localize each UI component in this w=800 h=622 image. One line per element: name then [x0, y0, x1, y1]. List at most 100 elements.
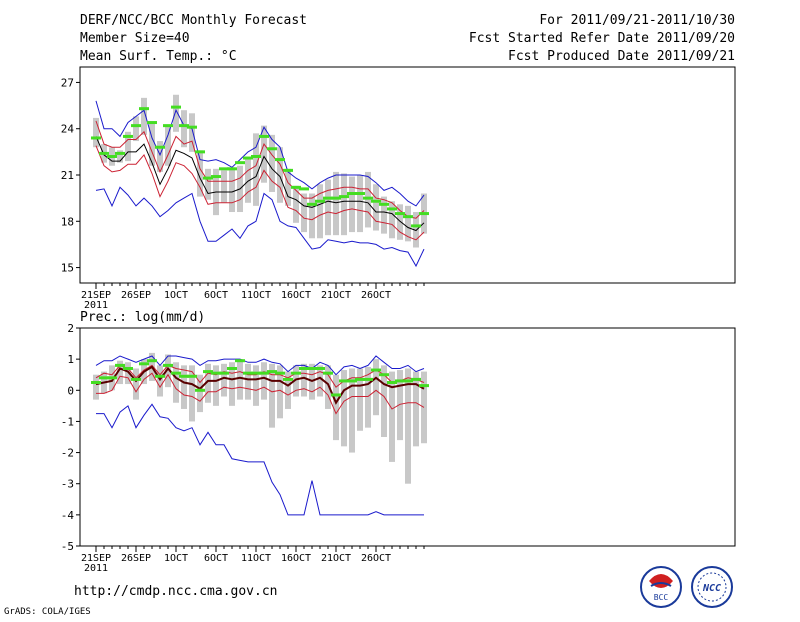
prec-xtick-label: 21OCT	[321, 553, 351, 564]
temp-ensemble-box	[413, 212, 419, 248]
precip-panel-title: Prec.: log(mm/d)	[80, 310, 205, 325]
prec-spread-lower-line	[96, 372, 425, 415]
temp-ensemble-box	[389, 201, 395, 239]
prec-xtick-label: 11OCT	[241, 553, 271, 564]
prec-ensemble-box	[133, 368, 139, 400]
temp-ensemble-box	[245, 158, 251, 203]
temp-ensemble-box	[357, 175, 363, 233]
temp-ensemble-box	[205, 168, 211, 200]
prec-minimum-line	[96, 403, 424, 516]
prec-ensemble-box	[325, 365, 331, 409]
ncc-logo-text: NCC	[702, 583, 721, 594]
prec-ensemble-box	[125, 362, 131, 385]
prec-ytick-label: -5	[61, 540, 74, 553]
grads-credit: GrADS: COLA/IGES	[4, 607, 91, 617]
prec-ensemble-box	[293, 365, 299, 397]
refer-date: Fcst Started Refer Date 2011/09/20	[469, 31, 735, 46]
source-url[interactable]: http://cmdp.ncc.cma.gov.cn	[74, 584, 278, 599]
prec-ensemble-box	[197, 374, 203, 413]
prec-ensemble-box	[205, 363, 211, 403]
temp-xtick-label: 6OCT	[204, 290, 228, 301]
temp-ensemble-box	[397, 204, 403, 240]
temp-ytick-label: 24	[61, 123, 75, 136]
bcc-logo: BCC	[640, 566, 682, 608]
temp-ensemble-box	[165, 125, 171, 166]
temp-minimum-line	[95, 186, 425, 268]
temp-xtick-label: 16OCT	[281, 290, 311, 301]
prec-ensemble-box	[421, 371, 427, 444]
temp-year-label: 2011	[84, 300, 108, 311]
ncc-logo: NCC	[691, 566, 733, 608]
prec-ensemble-box	[165, 354, 171, 388]
temp-ensemble-box	[117, 150, 123, 163]
prec-ensemble-box	[173, 362, 179, 403]
prec-ytick-label: -1	[61, 415, 74, 428]
forecast-period: For 2011/09/21-2011/10/30	[539, 13, 735, 28]
temp-ytick-label: 18	[61, 215, 74, 228]
temp-ensemble-box	[365, 171, 371, 228]
prec-ensemble-box	[357, 368, 363, 431]
prec-ensemble-box	[349, 368, 355, 453]
prec-ensemble-box	[389, 371, 395, 462]
prec-xtick-label: 1OCT	[164, 553, 188, 564]
temp-ensemble-box	[197, 150, 203, 197]
prec-ytick-label: 0	[67, 384, 74, 397]
prec-ytick-label: 1	[67, 353, 74, 366]
prec-maximum-line	[95, 355, 425, 376]
prec-ensemble-box	[181, 365, 187, 409]
prec-ensemble-box	[397, 370, 403, 441]
prec-ensemble-box	[229, 362, 235, 406]
prec-ensemble-box	[381, 365, 387, 437]
temp-xtick-label: 1OCT	[164, 290, 188, 301]
bcc-logo-text: BCC	[654, 593, 669, 602]
prec-ensemble-box	[213, 365, 219, 406]
temp-ensemble-box	[269, 134, 275, 192]
temp-ensemble-box	[317, 184, 323, 239]
temp-ensemble-box	[405, 205, 411, 242]
figure-title: DERF/NCC/BCC Monthly Forecast	[80, 13, 307, 28]
prec-ensemble-box	[317, 365, 323, 397]
prec-xtick-label: 21SEP	[81, 553, 111, 564]
prec-ensemble-box	[269, 363, 275, 428]
temp-ensemble-box	[301, 193, 307, 233]
temp-ensemble-box	[293, 185, 299, 223]
prec-ensemble-box	[373, 359, 379, 416]
prec-ensemble-box	[221, 363, 227, 397]
temp-ensemble-box	[93, 117, 99, 148]
prec-ytick-label: 2	[67, 322, 74, 335]
temp-ensemble-box	[125, 131, 131, 162]
temp-ensemble-box	[253, 133, 259, 206]
member-size: Member Size=40	[80, 31, 190, 46]
prec-ensemble-box	[117, 360, 123, 385]
prec-ytick-label: -2	[61, 447, 74, 460]
prec-ensemble-box	[413, 371, 419, 447]
temp-ensemble-box	[173, 94, 179, 132]
temp-xtick-label: 21SEP	[81, 290, 111, 301]
temp-ensemble-box	[261, 125, 267, 183]
temp-ytick-label: 21	[61, 169, 74, 182]
temp-ensemble-box	[189, 113, 195, 152]
variable-label: Mean Surf. Temp.: °C	[80, 49, 237, 64]
prec-xtick-label: 26SEP	[121, 553, 151, 564]
temperature-panel: 15 18 21 24 27 21SEP 26SEP 1OCT 6OCT 11OCT 16OCT 21…	[61, 66, 736, 311]
prec-ytick-label: -4	[61, 509, 75, 522]
temp-spread-upper-line	[95, 120, 425, 219]
temp-ensemble-box	[277, 147, 283, 203]
prec-ensemble-box	[365, 366, 371, 428]
temp-ensemble-box	[221, 170, 227, 203]
prec-ensemble-box	[301, 363, 307, 397]
temp-ensemble-box	[373, 184, 379, 231]
temp-ensemble-box	[133, 116, 139, 142]
prec-ensemble-box	[93, 374, 99, 400]
prec-ensemble-box	[245, 363, 251, 400]
prec-year-label: 2011	[84, 563, 108, 574]
temp-ensemble-box	[229, 167, 235, 213]
prec-ensemble-box	[261, 362, 267, 400]
prec-xtick-label: 6OCT	[204, 553, 228, 564]
temp-ensemble-box	[333, 171, 339, 236]
temp-spread-lower-line	[95, 145, 425, 241]
prec-ensemble-box	[405, 368, 411, 484]
prec-ensemble-box	[253, 365, 259, 406]
prec-ensemble-box	[237, 359, 243, 400]
